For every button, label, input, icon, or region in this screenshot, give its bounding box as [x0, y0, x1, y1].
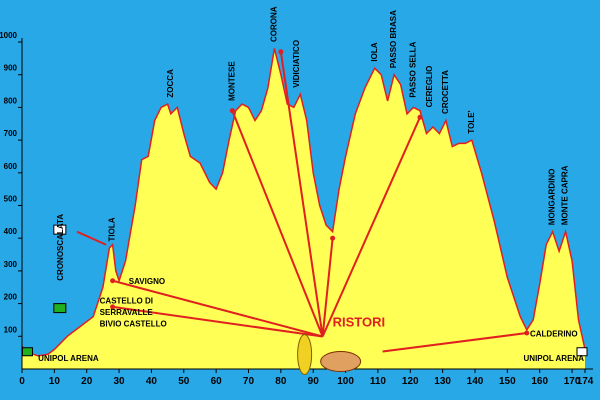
peak-label: MONTE CAPRA [561, 165, 570, 225]
arrow-head [330, 235, 336, 241]
place-label: CASTELLO DI [100, 297, 153, 306]
y-tick-label: 1000 [0, 31, 18, 40]
flag [21, 347, 33, 357]
x-tick-label: 174 [577, 376, 594, 387]
x-tick-label: 170 [564, 376, 581, 387]
peak-label: PASSO BRASA [389, 10, 398, 68]
flag [576, 347, 588, 357]
arrow [112, 305, 323, 338]
profile-line [21, 48, 586, 357]
arrow-head [524, 330, 530, 336]
place-label: SAVIGNO [129, 277, 165, 286]
x-tick-label: 70 [243, 376, 255, 387]
x-tick-label: 50 [178, 376, 190, 387]
x-tick-label: 10 [49, 376, 61, 387]
place-label: UNIPOL ARENA [524, 354, 585, 363]
peak-label: TIOLA [108, 217, 117, 241]
arrow-head [417, 114, 423, 120]
peak-label: ZOCCA [166, 69, 175, 98]
x-tick-label: 30 [114, 376, 126, 387]
place-label: BIVIO CASTELLO [100, 319, 167, 328]
y-tick-label: 600 [4, 162, 18, 171]
place-label: CALDERINO [530, 329, 578, 338]
arrow [382, 332, 527, 353]
arrow [321, 116, 421, 337]
peak-label: TOLE' [467, 110, 476, 133]
arrow-head [110, 304, 116, 310]
peak-label: MONGARDINO [548, 169, 557, 225]
y-tick-label: 400 [4, 227, 18, 236]
y-tick-label: 700 [4, 129, 18, 138]
x-tick-label: 60 [211, 376, 223, 387]
peak-label: MONTESE [227, 61, 236, 101]
x-tick-label: 160 [531, 376, 548, 387]
flag [53, 303, 67, 314]
x-tick-label: 100 [337, 376, 354, 387]
x-tick-label: 0 [19, 376, 25, 387]
y-tick-label: 100 [4, 325, 18, 334]
sandwich [320, 350, 362, 372]
peak-label: PASSO SELLA [409, 42, 418, 98]
peak-label: CRONOSCALATA [56, 214, 65, 281]
arrow-head [278, 49, 284, 55]
arrow [279, 51, 324, 337]
x-tick-label: 90 [308, 376, 320, 387]
arrow-head [229, 108, 235, 114]
arrow [321, 238, 334, 337]
peak-label: CEREGLIO [425, 66, 434, 108]
x-tick-label: 80 [275, 376, 287, 387]
peak-label: VIDICIATICO [292, 40, 301, 88]
x-tick-label: 140 [467, 376, 484, 387]
peak-label: CROCETTA [441, 70, 450, 114]
arrow-head [110, 278, 116, 284]
x-tick-label: 40 [146, 376, 158, 387]
flag [53, 224, 67, 235]
x-tick-label: 20 [81, 376, 93, 387]
x-tick-label: 120 [402, 376, 419, 387]
place-label: SERRAVALLE [100, 308, 154, 317]
arrow [231, 110, 324, 337]
x-tick-label: 150 [499, 376, 516, 387]
peak-label: CORONA [269, 6, 278, 42]
place-label: UNIPOL ARENA [38, 354, 99, 363]
y-tick-label: 800 [4, 96, 18, 105]
highlight-label: RISTORI [333, 314, 386, 329]
arrow [76, 230, 107, 246]
y-tick-label: 500 [4, 195, 18, 204]
arrow [112, 279, 323, 338]
y-tick-label: 300 [4, 260, 18, 269]
x-tick-label: 130 [434, 376, 451, 387]
y-tick-label: 200 [4, 293, 18, 302]
peak-label: IOLA [370, 42, 379, 61]
y-tick-label: 900 [4, 64, 18, 73]
banana [297, 333, 313, 375]
x-tick-label: 110 [370, 376, 387, 387]
